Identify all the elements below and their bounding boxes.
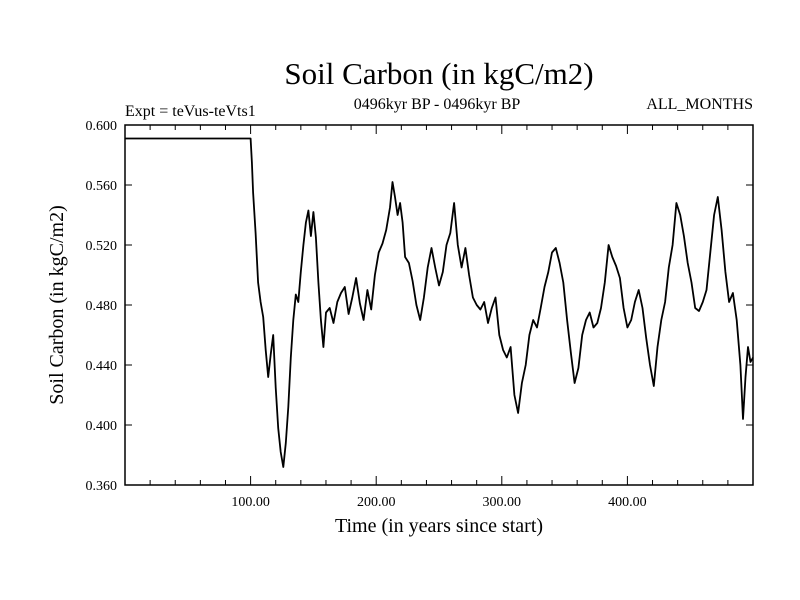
chart-subtitle-right: ALL_MONTHS bbox=[646, 96, 753, 113]
plot-frame bbox=[124, 124, 754, 486]
y-tick-label: 0.600 bbox=[86, 119, 118, 134]
x-tick-label: 400.00 bbox=[608, 495, 647, 510]
y-tick-label: 0.360 bbox=[86, 479, 118, 494]
x-tick-label: 100.00 bbox=[231, 495, 270, 510]
x-axis-ticks: 100.00 200.00 300.00 400.00 bbox=[149, 125, 729, 510]
y-tick-label: 0.480 bbox=[86, 299, 118, 314]
x-tick-label: 300.00 bbox=[483, 495, 522, 510]
y-axis-label: Soil Carbon (in kgC/m2) bbox=[46, 205, 68, 404]
chart-subtitle-center: 0496kyr BP - 0496kyr BP bbox=[354, 96, 521, 113]
y-axis-ticks: 0.360 0.400 0.440 0.480 0.520 0.560 0.600 bbox=[86, 119, 753, 494]
y-tick-label: 0.560 bbox=[86, 179, 118, 194]
chart-subtitle-left: Expt = teVus-teVts1 bbox=[125, 103, 256, 120]
y-tick-label: 0.400 bbox=[86, 419, 118, 434]
y-tick-label: 0.520 bbox=[86, 239, 118, 254]
y-tick-label: 0.440 bbox=[86, 359, 118, 374]
x-axis-label: Time (in years since start) bbox=[335, 515, 543, 537]
series-line bbox=[125, 137, 754, 468]
x-tick-label: 200.00 bbox=[357, 495, 396, 510]
chart-title: Soil Carbon (in kgC/m2) bbox=[284, 56, 593, 91]
